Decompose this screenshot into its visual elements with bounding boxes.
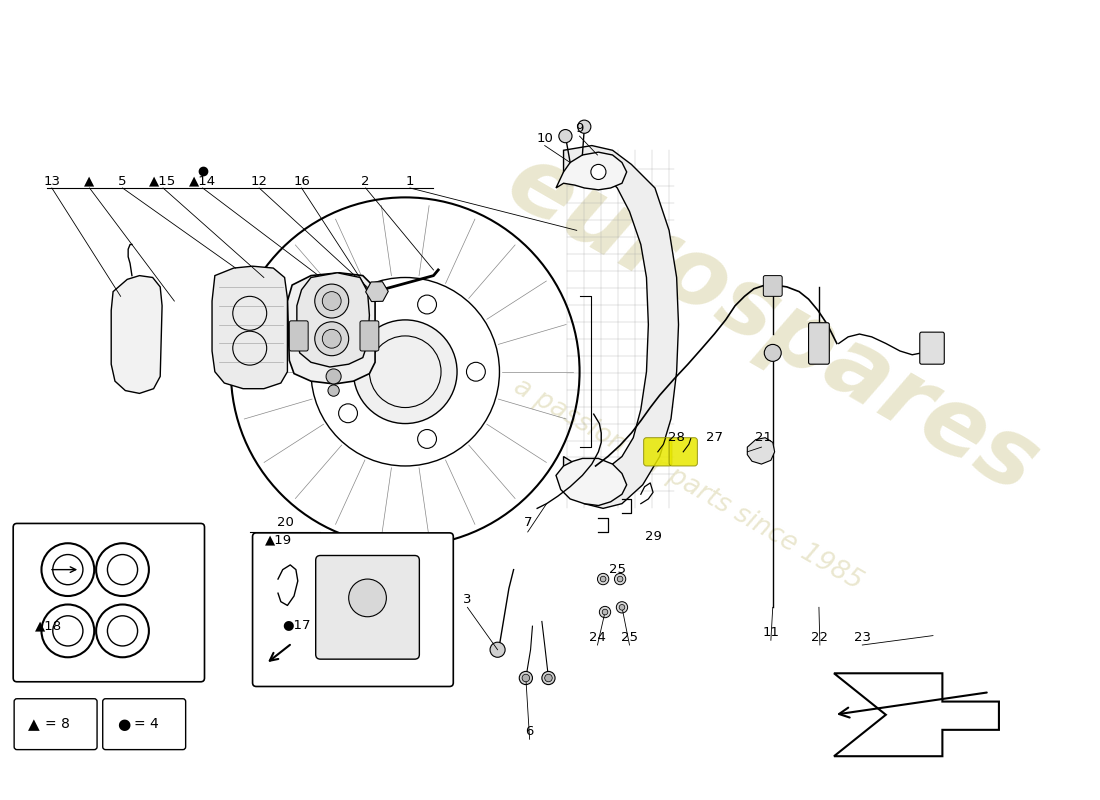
Circle shape	[490, 642, 505, 658]
Text: 28: 28	[668, 431, 685, 444]
Text: eurospares: eurospares	[491, 135, 1055, 514]
Circle shape	[619, 605, 625, 610]
Circle shape	[322, 330, 341, 348]
Circle shape	[617, 576, 623, 582]
Text: 7: 7	[524, 516, 532, 529]
Text: 25: 25	[608, 563, 626, 576]
Circle shape	[418, 295, 437, 314]
Circle shape	[322, 292, 341, 310]
Circle shape	[601, 576, 606, 582]
Polygon shape	[212, 266, 287, 389]
Polygon shape	[556, 152, 627, 190]
Text: = 8: = 8	[45, 717, 70, 731]
Text: 1: 1	[406, 175, 415, 188]
Text: 23: 23	[854, 631, 871, 644]
FancyBboxPatch shape	[316, 555, 419, 659]
Text: 6: 6	[526, 726, 534, 738]
FancyBboxPatch shape	[808, 322, 829, 364]
Text: 3: 3	[463, 594, 472, 606]
Text: 11: 11	[762, 626, 780, 639]
Circle shape	[578, 120, 591, 134]
Text: 16: 16	[293, 175, 310, 188]
Circle shape	[522, 674, 529, 682]
Text: 9: 9	[575, 122, 584, 135]
Circle shape	[349, 579, 386, 617]
Circle shape	[597, 574, 608, 585]
Circle shape	[616, 602, 628, 613]
Text: 5: 5	[119, 175, 126, 188]
Circle shape	[764, 344, 781, 362]
Circle shape	[315, 322, 349, 356]
Circle shape	[353, 320, 458, 423]
Text: 13: 13	[43, 175, 60, 188]
Text: a passion for parts since 1985: a passion for parts since 1985	[509, 374, 867, 596]
Polygon shape	[287, 273, 375, 384]
Text: ▲19: ▲19	[265, 533, 293, 546]
FancyBboxPatch shape	[644, 438, 672, 466]
Text: 22: 22	[812, 631, 828, 644]
Text: 10: 10	[537, 131, 553, 145]
Circle shape	[466, 362, 485, 381]
Circle shape	[328, 385, 339, 396]
Text: 25: 25	[621, 631, 638, 644]
Circle shape	[600, 606, 610, 618]
FancyBboxPatch shape	[13, 523, 205, 682]
Text: ●: ●	[117, 717, 130, 732]
Circle shape	[602, 610, 608, 615]
Polygon shape	[834, 674, 999, 756]
Polygon shape	[747, 438, 774, 464]
Text: 20: 20	[277, 516, 294, 529]
Circle shape	[326, 369, 341, 384]
Circle shape	[542, 671, 556, 685]
Circle shape	[418, 430, 437, 448]
Polygon shape	[556, 458, 627, 506]
Text: ▲15: ▲15	[150, 175, 177, 188]
Text: ▲18: ▲18	[35, 620, 63, 633]
Circle shape	[559, 130, 572, 142]
Circle shape	[591, 165, 606, 179]
Text: 21: 21	[755, 431, 772, 444]
Text: ▲14: ▲14	[189, 175, 217, 188]
Circle shape	[519, 671, 532, 685]
Circle shape	[339, 404, 358, 422]
Circle shape	[315, 284, 349, 318]
FancyBboxPatch shape	[253, 533, 453, 686]
Polygon shape	[563, 146, 679, 508]
Text: 12: 12	[251, 175, 267, 188]
Text: 2: 2	[362, 175, 370, 188]
Polygon shape	[297, 273, 370, 367]
Text: ▲: ▲	[85, 175, 95, 188]
FancyBboxPatch shape	[289, 321, 308, 351]
FancyBboxPatch shape	[14, 698, 97, 750]
Circle shape	[544, 674, 552, 682]
Circle shape	[615, 574, 626, 585]
Text: ▲: ▲	[29, 717, 40, 732]
Text: ●17: ●17	[283, 618, 311, 630]
FancyBboxPatch shape	[920, 332, 944, 364]
Text: 29: 29	[645, 530, 661, 543]
FancyBboxPatch shape	[763, 276, 782, 296]
Text: 27: 27	[706, 431, 723, 444]
FancyBboxPatch shape	[669, 438, 697, 466]
FancyBboxPatch shape	[102, 698, 186, 750]
Circle shape	[339, 321, 358, 340]
Text: = 4: = 4	[134, 717, 158, 731]
Polygon shape	[111, 276, 162, 394]
Text: 24: 24	[588, 631, 606, 644]
FancyBboxPatch shape	[360, 321, 378, 351]
